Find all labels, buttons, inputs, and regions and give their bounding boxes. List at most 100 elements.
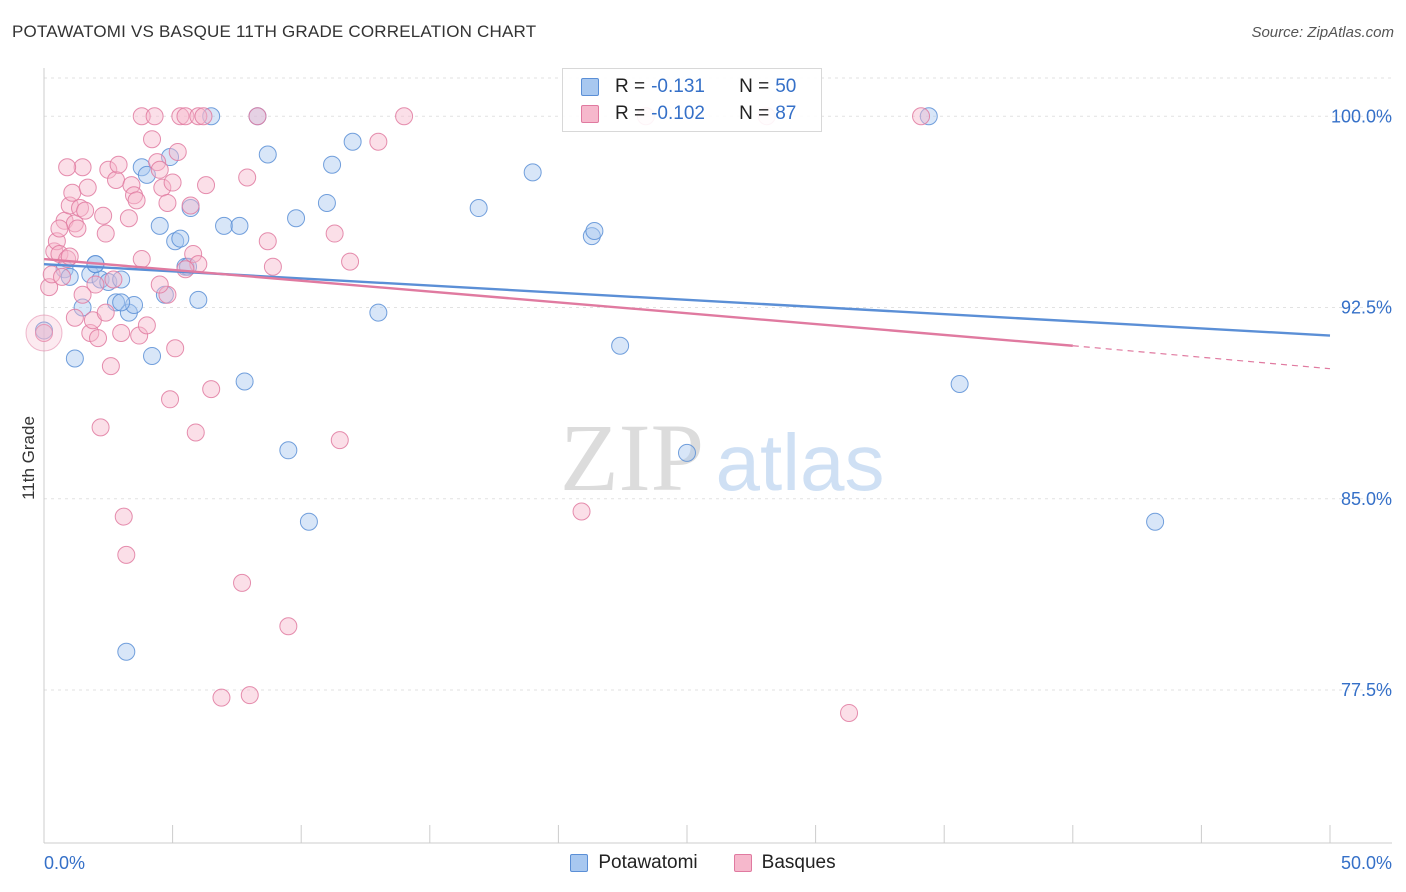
data-point-basques: [212, 688, 231, 707]
x-tick-label: 50.0%: [1341, 853, 1392, 873]
data-point-basques: [130, 326, 149, 345]
series-label-potawatomi: Potawatomi: [598, 852, 698, 873]
data-point-basques: [50, 219, 69, 238]
data-point-basques: [96, 303, 115, 322]
data-point-basques: [238, 168, 257, 187]
data-point-basques: [145, 107, 164, 126]
data-point-basques: [176, 260, 195, 279]
data-point-potawatomi: [611, 336, 630, 355]
data-point-potawatomi: [258, 145, 277, 164]
y-axis-label: 11th Grade: [19, 416, 38, 500]
data-point-basques: [132, 250, 151, 269]
data-point-cluster: [25, 314, 63, 352]
data-point-basques: [132, 107, 151, 126]
data-point-potawatomi: [112, 270, 131, 289]
data-point-basques: [912, 107, 931, 126]
data-point-basques: [163, 173, 182, 192]
legend-n-label: N =: [739, 103, 770, 124]
data-point-basques: [395, 107, 414, 126]
legend-r-value: -0.102: [651, 103, 705, 124]
data-point-potawatomi: [202, 107, 221, 126]
data-point-potawatomi: [919, 107, 938, 126]
stats-legend: R = -0.131 N = 50 R = -0.102 N = 87: [562, 68, 822, 132]
data-point-potawatomi: [73, 298, 92, 317]
data-point-potawatomi: [523, 163, 542, 182]
legend-r-label: R =: [615, 103, 646, 124]
data-point-basques: [76, 201, 95, 220]
data-point-basques: [150, 275, 169, 294]
data-point-basques: [114, 507, 133, 526]
data-point-potawatomi: [585, 222, 604, 240]
data-point-potawatomi: [215, 216, 234, 235]
data-point-basques: [112, 324, 131, 342]
legend-r-label: R =: [615, 76, 646, 97]
tick-labels: 100.0% 92.5% 85.0% 77.5% 0.0% 50.0%: [44, 106, 1392, 873]
data-point-basques: [86, 275, 105, 294]
axes: [43, 68, 1392, 844]
data-point-basques: [63, 183, 82, 202]
series-swatch-potawatomi: [570, 854, 589, 872]
data-point-basques: [194, 107, 213, 126]
y-tick-label: 100.0%: [1331, 106, 1392, 126]
data-point-basques: [189, 107, 208, 126]
data-point-basques: [58, 158, 77, 177]
series-swatch-basques: [733, 854, 752, 872]
data-point-basques: [166, 339, 185, 358]
data-point-potawatomi: [469, 199, 488, 218]
data-point-potawatomi: [317, 193, 336, 212]
data-point-basques: [161, 390, 180, 409]
series-legend: Potawatomi Basques: [0, 852, 1406, 874]
data-point-basques: [572, 502, 591, 521]
data-point-basques: [91, 418, 110, 437]
legend-n-value: 50: [775, 76, 797, 97]
data-point-basques: [94, 206, 113, 225]
data-point-potawatomi: [235, 372, 254, 391]
data-point-basques: [168, 142, 187, 161]
data-point-basques: [68, 219, 87, 238]
data-point-basques: [325, 224, 344, 243]
data-point-potawatomi: [678, 443, 696, 462]
series-legend-potawatomi[interactable]: Potawatomi: [570, 852, 698, 874]
trend-extension-basques: [1072, 345, 1331, 370]
data-point-basques: [96, 224, 115, 243]
legend-swatch-basques: [581, 105, 599, 123]
data-point-basques: [125, 186, 144, 205]
data-point-potawatomi: [582, 227, 601, 246]
data-point-potawatomi: [112, 293, 131, 312]
data-point-basques: [71, 199, 90, 218]
data-point-basques: [53, 267, 72, 286]
data-point-potawatomi: [230, 216, 249, 235]
trend-lines: [43, 257, 1331, 370]
data-point-basques: [202, 380, 221, 399]
y-tick-label: 92.5%: [1341, 298, 1392, 318]
data-point-basques: [89, 329, 108, 348]
data-point-basques: [330, 431, 349, 450]
data-point-basques: [158, 193, 177, 212]
data-point-basques: [117, 545, 136, 564]
x-tick-label: 0.0%: [44, 853, 85, 873]
watermark-atlas: atlas: [716, 418, 885, 507]
data-point-basques: [840, 703, 859, 722]
data-point-basques: [73, 158, 92, 177]
data-point-basques: [171, 107, 190, 126]
chart-title: POTAWATOMI VS BASQUE 11TH GRADE CORRELAT…: [12, 22, 537, 41]
data-point-basques: [184, 244, 203, 263]
data-point-potawatomi: [189, 290, 208, 309]
series-label-basques: Basques: [761, 852, 836, 873]
data-point-basques: [107, 171, 126, 189]
data-point-basques: [119, 209, 138, 228]
y-tick-label: 85.0%: [1341, 489, 1392, 509]
data-point-potawatomi: [117, 642, 136, 661]
series-legend-basques[interactable]: Basques: [733, 852, 836, 874]
data-point-basques: [263, 257, 282, 276]
data-point-potawatomi: [323, 155, 342, 174]
data-point-basques: [35, 324, 53, 342]
data-point-basques: [137, 316, 156, 335]
trend-line-basques: [43, 257, 1073, 347]
data-point-basques: [58, 250, 77, 269]
data-point-basques: [109, 155, 128, 174]
legend-n-label: N =: [739, 76, 770, 97]
data-point-basques: [258, 232, 277, 251]
legend-row-basques: R = -0.102 N = 87: [581, 102, 816, 126]
